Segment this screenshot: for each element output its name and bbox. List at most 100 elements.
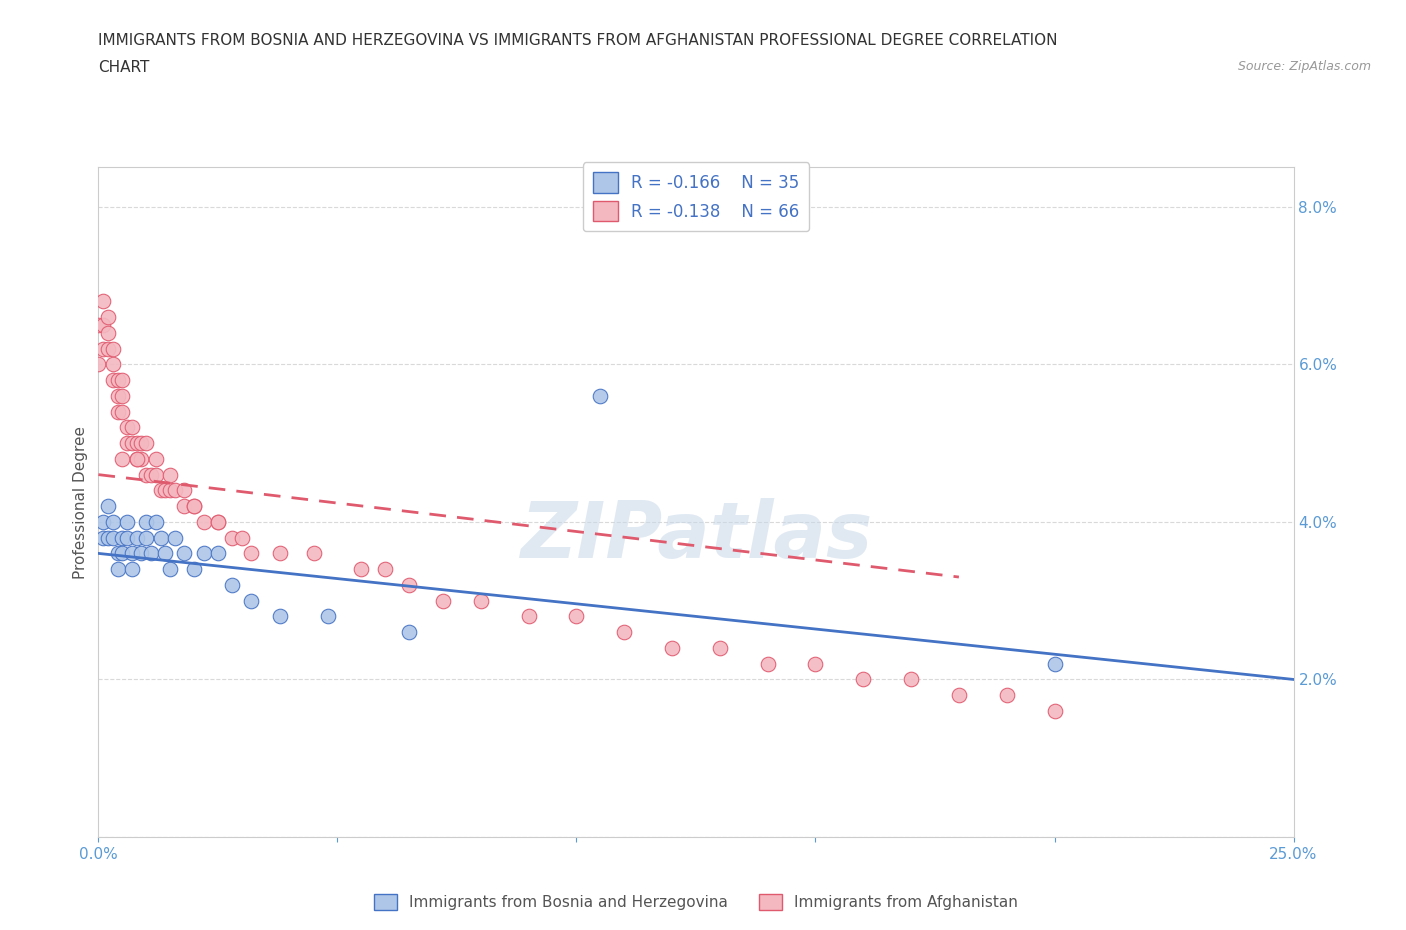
Point bbox=[565, 609, 588, 624]
Point bbox=[589, 389, 612, 404]
Point bbox=[221, 530, 243, 545]
Point bbox=[193, 514, 215, 529]
Point bbox=[111, 546, 134, 561]
Point bbox=[756, 657, 779, 671]
Point bbox=[91, 294, 114, 309]
Point bbox=[240, 546, 263, 561]
Point bbox=[111, 530, 134, 545]
Text: Source: ZipAtlas.com: Source: ZipAtlas.com bbox=[1237, 60, 1371, 73]
Point bbox=[97, 530, 120, 545]
Point bbox=[302, 546, 325, 561]
Point bbox=[125, 435, 148, 450]
Text: CHART: CHART bbox=[98, 60, 150, 75]
Point bbox=[173, 546, 195, 561]
Point bbox=[183, 562, 205, 577]
Point bbox=[269, 546, 291, 561]
Point bbox=[111, 405, 134, 419]
Y-axis label: Professional Degree: Professional Degree bbox=[73, 426, 89, 578]
Point bbox=[97, 341, 120, 356]
Point bbox=[432, 593, 454, 608]
Point bbox=[398, 578, 420, 592]
Legend: Immigrants from Bosnia and Herzegovina, Immigrants from Afghanistan: Immigrants from Bosnia and Herzegovina, … bbox=[368, 888, 1024, 916]
Point bbox=[131, 451, 153, 466]
Point bbox=[115, 435, 138, 450]
Point bbox=[107, 373, 129, 388]
Point bbox=[125, 451, 148, 466]
Point bbox=[159, 562, 181, 577]
Point bbox=[111, 451, 134, 466]
Point bbox=[121, 562, 143, 577]
Point bbox=[221, 578, 243, 592]
Point bbox=[139, 546, 162, 561]
Point bbox=[145, 467, 167, 482]
Point bbox=[97, 310, 120, 325]
Point bbox=[121, 420, 143, 435]
Text: IMMIGRANTS FROM BOSNIA AND HERZEGOVINA VS IMMIGRANTS FROM AFGHANISTAN PROFESSION: IMMIGRANTS FROM BOSNIA AND HERZEGOVINA V… bbox=[98, 33, 1057, 47]
Point bbox=[709, 641, 731, 656]
Point bbox=[91, 341, 114, 356]
Point bbox=[398, 625, 420, 640]
Point bbox=[995, 688, 1018, 703]
Point bbox=[115, 420, 138, 435]
Point bbox=[900, 672, 922, 687]
Text: ZIPatlas: ZIPatlas bbox=[520, 498, 872, 574]
Point bbox=[91, 317, 114, 332]
Point bbox=[87, 357, 110, 372]
Point bbox=[121, 435, 143, 450]
Point bbox=[91, 530, 114, 545]
Point bbox=[149, 483, 172, 498]
Point bbox=[207, 546, 229, 561]
Point bbox=[183, 498, 205, 513]
Point bbox=[101, 341, 124, 356]
Point bbox=[107, 562, 129, 577]
Point bbox=[852, 672, 875, 687]
Point bbox=[173, 483, 195, 498]
Point bbox=[269, 609, 291, 624]
Point bbox=[159, 483, 181, 498]
Point bbox=[948, 688, 970, 703]
Point bbox=[183, 498, 205, 513]
Point bbox=[101, 530, 124, 545]
Point bbox=[470, 593, 492, 608]
Point bbox=[125, 451, 148, 466]
Point bbox=[316, 609, 339, 624]
Point bbox=[145, 451, 167, 466]
Point bbox=[1043, 657, 1066, 671]
Point bbox=[135, 530, 157, 545]
Point bbox=[231, 530, 253, 545]
Point bbox=[240, 593, 263, 608]
Point bbox=[107, 389, 129, 404]
Point bbox=[107, 405, 129, 419]
Point bbox=[173, 498, 195, 513]
Point bbox=[135, 467, 157, 482]
Point bbox=[163, 483, 186, 498]
Point bbox=[374, 562, 396, 577]
Point bbox=[135, 435, 157, 450]
Point bbox=[97, 326, 120, 340]
Point bbox=[121, 546, 143, 561]
Point bbox=[115, 530, 138, 545]
Point bbox=[125, 530, 148, 545]
Point bbox=[111, 373, 134, 388]
Point bbox=[97, 498, 120, 513]
Point bbox=[159, 467, 181, 482]
Point bbox=[163, 530, 186, 545]
Point bbox=[115, 514, 138, 529]
Point bbox=[91, 514, 114, 529]
Point bbox=[207, 514, 229, 529]
Point bbox=[517, 609, 540, 624]
Point bbox=[131, 546, 153, 561]
Point bbox=[350, 562, 373, 577]
Point bbox=[804, 657, 827, 671]
Point bbox=[101, 373, 124, 388]
Point bbox=[101, 357, 124, 372]
Point bbox=[107, 546, 129, 561]
Point bbox=[207, 514, 229, 529]
Point bbox=[155, 546, 177, 561]
Point bbox=[87, 317, 110, 332]
Point bbox=[661, 641, 683, 656]
Point bbox=[145, 514, 167, 529]
Point bbox=[149, 530, 172, 545]
Point bbox=[111, 389, 134, 404]
Point bbox=[1043, 703, 1066, 718]
